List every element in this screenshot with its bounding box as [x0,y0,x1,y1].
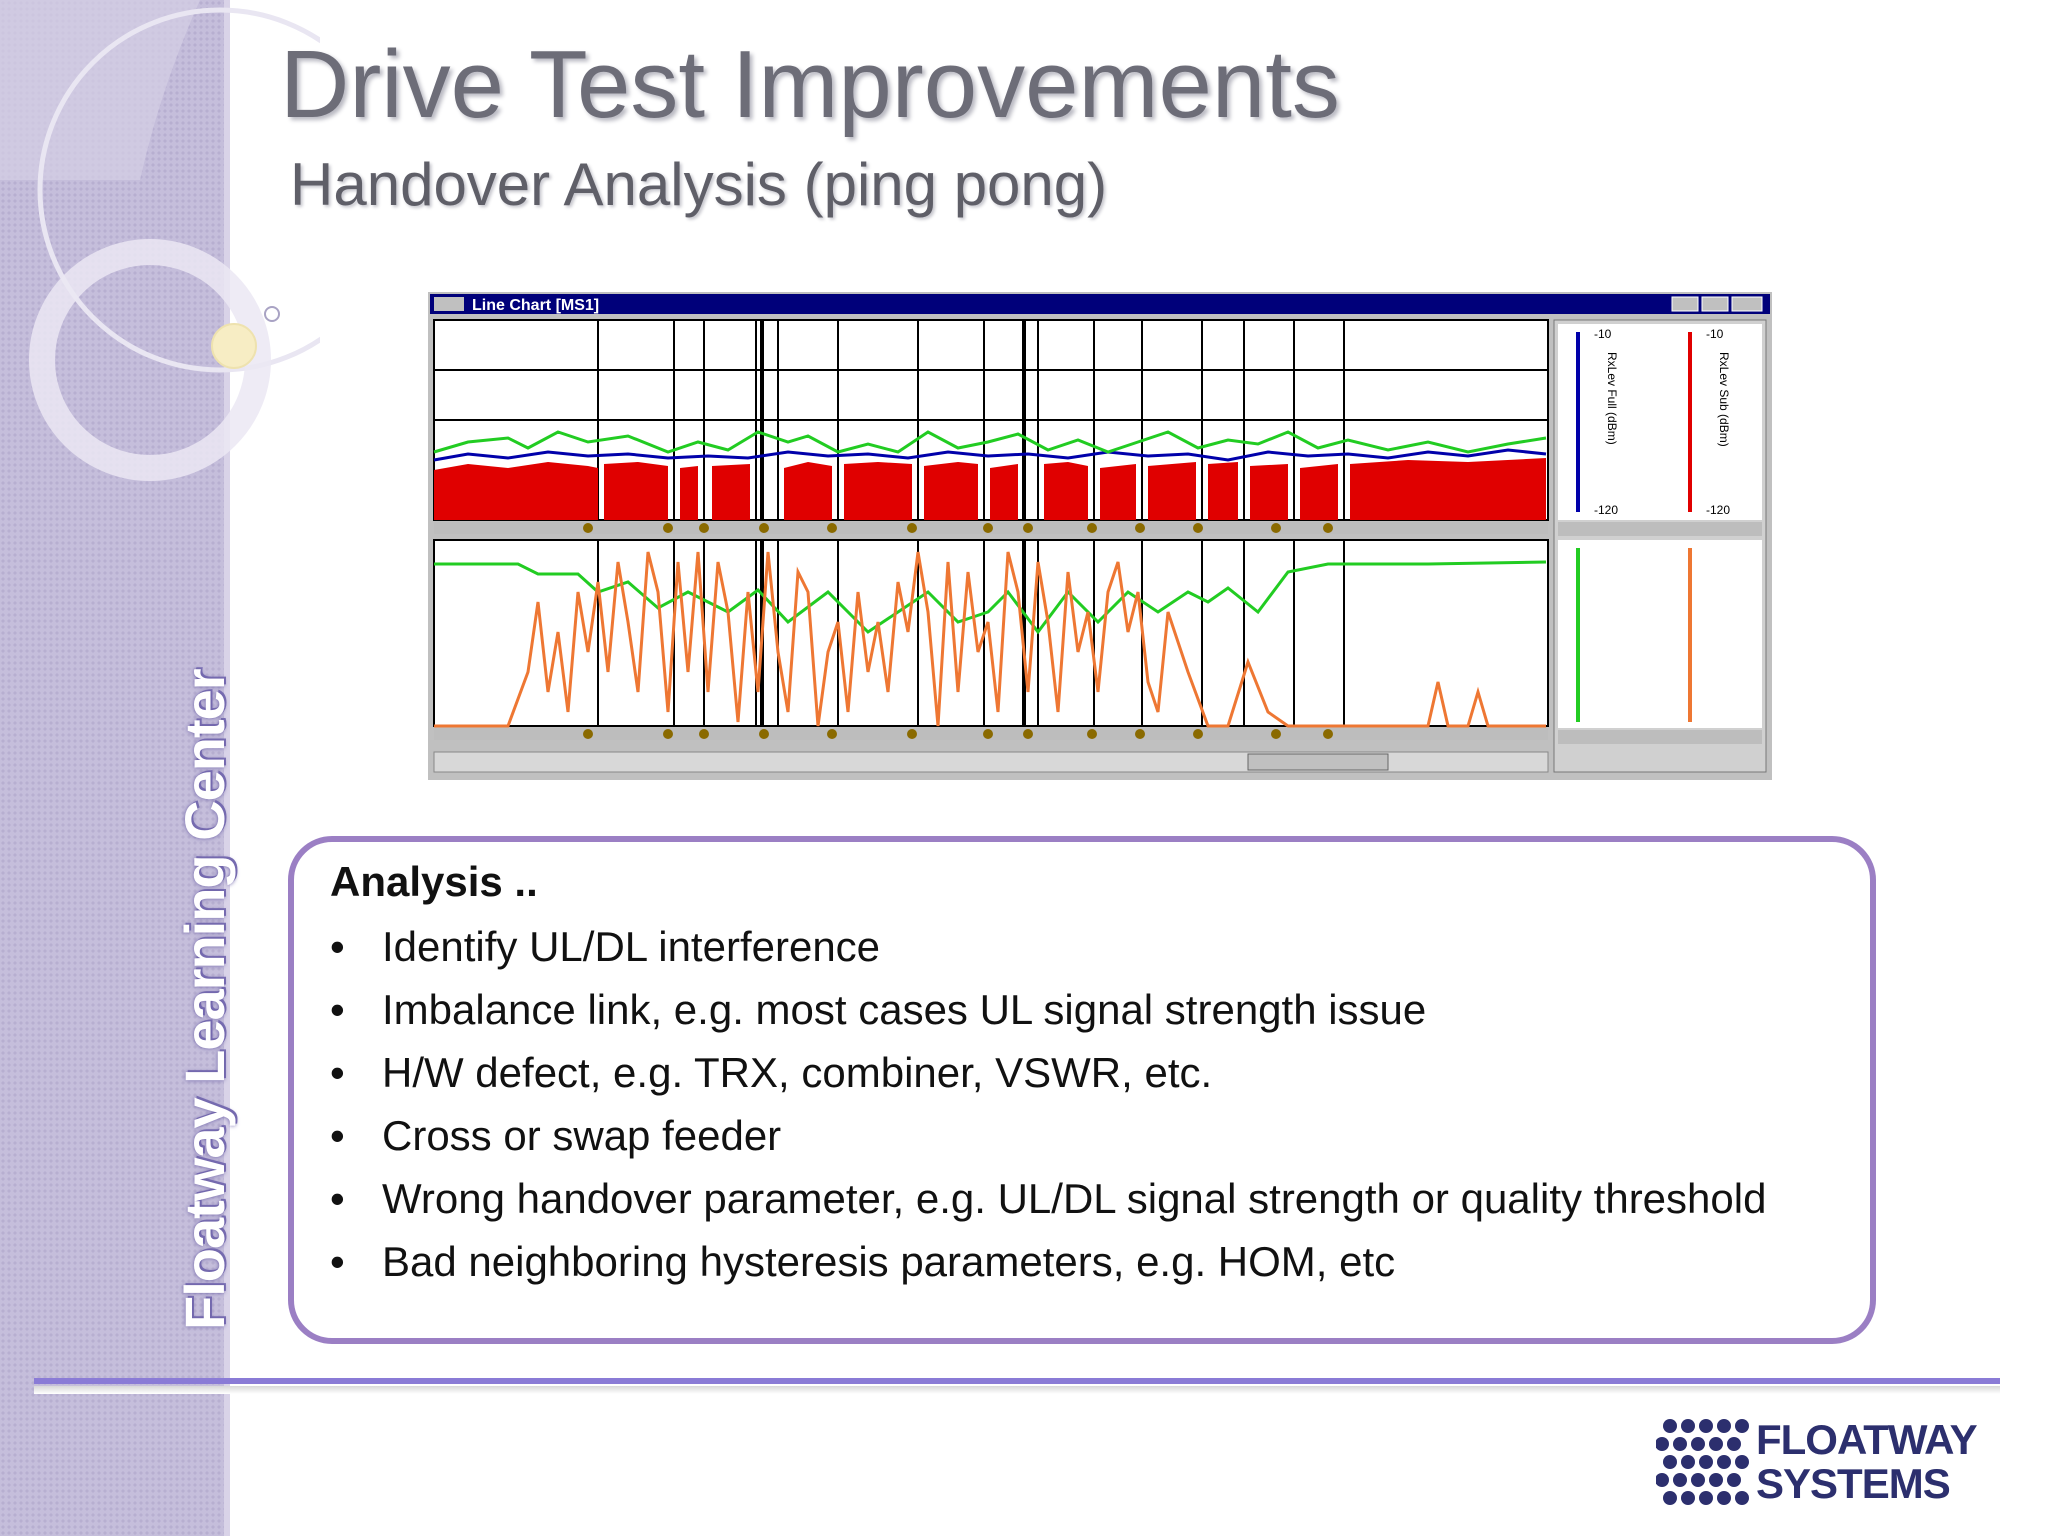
page-title: Drive Test Improvements [280,31,1340,138]
analysis-list: • Identify UL/DL interference • Imbalance … [330,920,1850,1298]
list-item-text: Cross or swap feeder [382,1112,782,1159]
lower-event-icons [583,729,1333,739]
lower-plot [433,539,1549,727]
rxlev-sub-line [433,448,1547,462]
legend-scale-bottom-1: -120 [1594,503,1618,517]
company-logo: FLOATWAY SYSTEMS [1656,1414,1978,1514]
legend-scale-bottom-2: -120 [1706,503,1730,517]
list-item-text: H/W defect, e.g. TRX, combiner, VSWR, et… [382,1049,1213,1096]
logo-line-1: FLOATWAY [1756,1416,1978,1463]
rxlev-full-line [433,430,1547,454]
legend-label-1: RxLev Full (dBm) [1605,352,1619,445]
footer-rule-shadow [34,1386,2000,1394]
maximize-button [1701,296,1729,312]
list-item-text: Identify UL/DL interference [382,923,881,970]
bullet-dot: • [330,923,345,970]
quality-green-line [434,560,1547,635]
upper-vertical-markers [597,320,1345,520]
upper-event-icons [583,523,1333,533]
window-title: Line Chart [MS1] [472,297,599,314]
sidebar-label: Floatway Learning Center [173,669,236,1330]
bullet-dot: • [330,1112,345,1159]
list-item: • Imbalance link, e.g. most cases UL sign… [330,983,1850,1037]
bullet-dot: • [330,986,345,1033]
list-item: • Wrong handover parameter, e.g. UL/DL si… [330,1172,1850,1226]
list-item: • H/W defect, e.g. TRX, combiner, VSWR, e… [330,1046,1850,1100]
page-subtitle: Handover Analysis (ping pong) [290,151,1108,218]
line-chart-window: Line Chart [MS1] [428,292,1772,780]
list-item: • Cross or swap feeder [330,1109,1850,1163]
legend-label-2: RxLev Sub (dBm) [1717,352,1731,447]
analysis-heading: Analysis .. [330,858,538,905]
bullet-dot: • [330,1238,345,1285]
list-item-text: Wrong handover parameter, e.g. UL/DL sig… [382,1175,1767,1222]
legend-scale-top-2: -10 [1706,327,1724,341]
bullet-dot: • [330,1049,345,1096]
logo-dots-icon [1656,1419,1749,1505]
list-item: • Bad neighboring hysteresis parameters, … [330,1235,1850,1289]
analysis-box: Analysis .. • Identify UL/DL interference… [288,836,1876,1344]
window-title-bar [430,294,1770,314]
footer-rule [34,1378,2000,1384]
rxlev-bars [434,458,1546,520]
bullet-dot: • [330,1175,345,1222]
quality-orange-line [434,551,1546,728]
close-button [1731,296,1763,312]
logo-line-2: SYSTEMS [1756,1460,1951,1507]
minimize-button [1671,296,1699,312]
list-item-text: Imbalance link, e.g. most cases UL signa… [382,986,1427,1033]
list-item-text: Bad neighboring hysteresis parameters, e… [382,1238,1396,1285]
decorative-circles [0,0,320,481]
sidebar-edge [224,0,230,1536]
legend-scale-top-1: -10 [1594,327,1612,341]
list-item: • Identify UL/DL interference [330,920,1850,974]
